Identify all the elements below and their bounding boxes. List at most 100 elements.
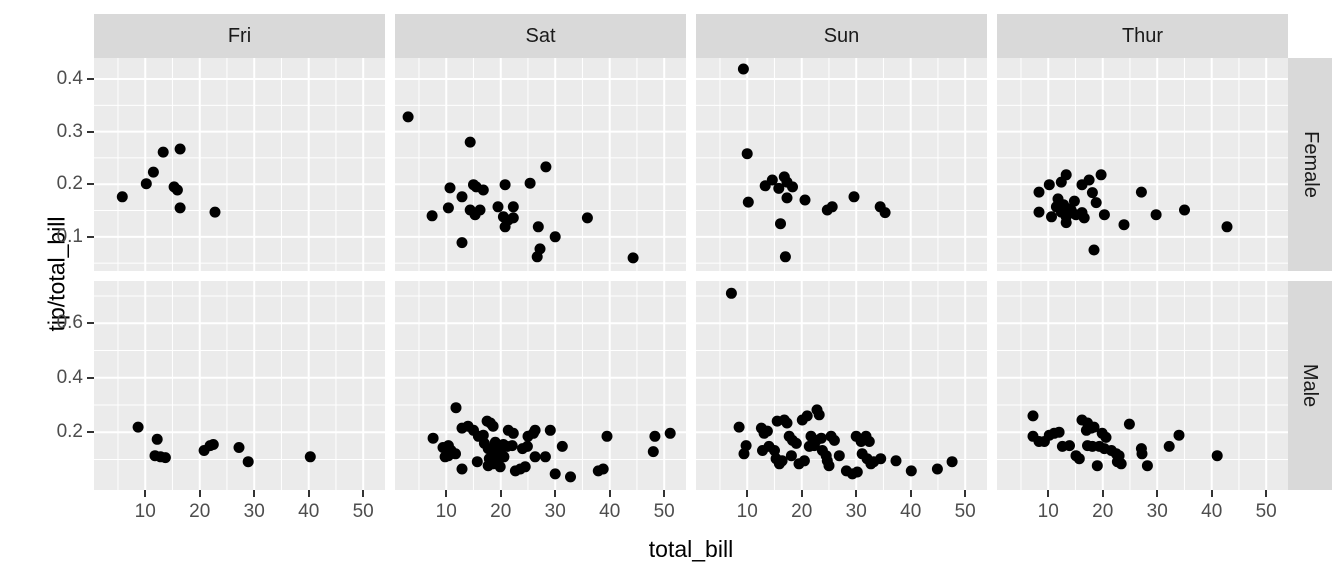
data-point xyxy=(833,450,845,462)
data-point xyxy=(808,440,820,452)
data-point xyxy=(1090,197,1102,209)
data-point xyxy=(946,456,958,468)
data-point xyxy=(737,63,749,75)
data-point xyxy=(209,206,221,218)
data-point xyxy=(1135,186,1147,198)
panel-plot-area xyxy=(94,58,385,271)
x-tick-mark xyxy=(1265,490,1268,497)
x-tick-label: 40 xyxy=(900,501,922,522)
data-point xyxy=(444,182,456,194)
facet-panel-fri-female xyxy=(94,58,385,271)
column-strip-label: Sat xyxy=(525,24,556,47)
panel-plot-area xyxy=(395,58,686,271)
data-point xyxy=(499,221,511,233)
data-point xyxy=(1095,169,1107,181)
data-point xyxy=(450,402,462,414)
x-tick-label: 40 xyxy=(298,501,320,522)
x-tick-label: 10 xyxy=(1037,501,1059,522)
data-point xyxy=(1091,460,1103,472)
y-tick-mark xyxy=(87,376,94,379)
x-tick-mark xyxy=(1210,490,1213,497)
data-point xyxy=(1073,453,1085,465)
data-point xyxy=(741,148,753,160)
data-point xyxy=(174,202,186,214)
data-point xyxy=(801,410,813,422)
data-point xyxy=(1179,204,1190,216)
facet-panel-fri-male xyxy=(94,281,385,490)
data-point xyxy=(507,212,519,224)
data-point xyxy=(1033,206,1045,218)
y-tick-label: 0.1 xyxy=(56,225,83,247)
x-tick-label: 10 xyxy=(435,501,457,522)
data-point xyxy=(549,468,561,480)
data-point xyxy=(1027,410,1039,422)
data-point xyxy=(1100,431,1112,443)
data-point xyxy=(597,463,609,475)
x-tick-label: 20 xyxy=(1092,501,1114,522)
y-tick-label: 0.3 xyxy=(56,120,83,142)
column-strip-fri: Fri xyxy=(94,14,385,58)
data-point xyxy=(931,463,943,475)
x-tick-label: 50 xyxy=(954,501,976,522)
x-tick-mark xyxy=(144,490,147,497)
y-tick-label: 0.2 xyxy=(56,173,83,195)
data-point xyxy=(1118,219,1130,231)
data-point xyxy=(471,456,483,468)
data-point xyxy=(790,437,802,449)
data-point xyxy=(402,111,414,123)
data-point xyxy=(532,221,544,233)
data-point xyxy=(761,425,773,437)
y-tick-mark xyxy=(87,130,94,133)
x-tick-label: 30 xyxy=(1146,501,1168,522)
data-point xyxy=(798,455,810,467)
data-point xyxy=(140,178,152,190)
x-tick-label: 30 xyxy=(845,501,867,522)
data-point xyxy=(813,409,825,421)
x-tick-mark xyxy=(800,490,803,497)
x-tick-mark xyxy=(608,490,611,497)
data-point xyxy=(627,252,639,264)
data-point xyxy=(147,166,159,178)
x-tick-label: 10 xyxy=(736,501,758,522)
y-tick-label: 0.4 xyxy=(56,366,83,388)
x-tick-label: 20 xyxy=(490,501,512,522)
data-point xyxy=(477,429,489,441)
data-point xyxy=(524,177,536,189)
data-point xyxy=(649,430,661,442)
facet-panel-sun-female xyxy=(696,58,987,271)
data-point xyxy=(1078,212,1090,224)
data-point xyxy=(781,192,793,204)
data-point xyxy=(132,421,144,433)
data-point xyxy=(1150,209,1162,221)
y-tick-label: 0.4 xyxy=(56,68,83,90)
row-strip-female: Female xyxy=(1288,58,1332,271)
x-tick-mark xyxy=(499,490,502,497)
data-point xyxy=(826,201,838,213)
data-point xyxy=(601,430,613,442)
data-point xyxy=(1098,209,1110,221)
data-point xyxy=(477,184,489,196)
data-point xyxy=(1163,440,1175,452)
x-tick-label: 40 xyxy=(1201,501,1223,522)
panel-plot-area xyxy=(94,281,385,490)
data-point xyxy=(499,179,511,191)
x-tick-mark xyxy=(663,490,666,497)
data-point xyxy=(1064,440,1075,452)
row-strip-label: Male xyxy=(1299,363,1322,408)
data-point xyxy=(738,448,750,460)
data-point xyxy=(494,461,506,473)
x-tick-mark xyxy=(307,490,310,497)
data-point xyxy=(1086,187,1098,199)
data-point xyxy=(664,427,676,439)
x-tick-label: 10 xyxy=(134,501,156,522)
data-point xyxy=(439,451,451,463)
panel-plot-area xyxy=(696,58,987,271)
facet-panel-sat-female xyxy=(395,58,686,271)
data-point xyxy=(776,455,788,467)
data-point xyxy=(1115,458,1127,470)
data-point xyxy=(531,251,543,263)
data-point xyxy=(775,218,786,230)
data-point xyxy=(507,427,519,439)
data-point xyxy=(549,231,561,243)
data-point xyxy=(116,191,128,203)
